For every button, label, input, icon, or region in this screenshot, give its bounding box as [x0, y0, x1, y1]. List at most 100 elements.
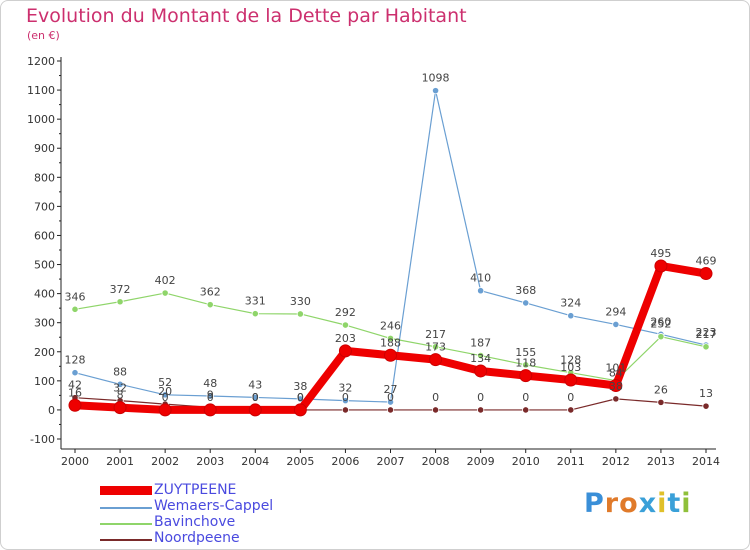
- data-label: 469: [696, 255, 717, 268]
- legend-swatch-noordpeene: [100, 539, 152, 541]
- data-label: 0: [297, 391, 304, 404]
- data-label: 0: [297, 391, 304, 404]
- data-point: [567, 406, 575, 414]
- y-tick-label: 200: [34, 346, 55, 359]
- data-point: [251, 393, 259, 402]
- data-point: [431, 343, 440, 351]
- data-point: [702, 343, 710, 351]
- data-label: 346: [65, 290, 86, 303]
- data-label: 0: [207, 391, 214, 404]
- data-label: 223: [696, 326, 717, 339]
- data-label: 8: [117, 389, 124, 402]
- data-point: [384, 348, 397, 362]
- data-label: 410: [470, 272, 491, 285]
- data-point: [341, 321, 350, 329]
- data-point: [341, 406, 350, 414]
- data-point: [386, 398, 395, 406]
- data-label: 324: [560, 297, 581, 310]
- data-label: 128: [65, 354, 86, 367]
- data-label: 103: [560, 361, 581, 374]
- data-point: [203, 403, 217, 417]
- data-point: [477, 287, 485, 295]
- data-label: 118: [515, 357, 536, 370]
- x-tick-label: 2010: [512, 455, 540, 468]
- data-label: 9: [207, 388, 214, 401]
- data-label: 0: [432, 391, 439, 404]
- data-label: 0: [342, 391, 349, 404]
- data-point: [206, 301, 214, 309]
- data-label: 495: [650, 247, 671, 260]
- legend-swatch-wemaers-cappel: [100, 507, 152, 509]
- data-label: 13: [699, 387, 713, 400]
- data-point: [431, 87, 440, 95]
- data-point: [431, 406, 440, 414]
- data-label: 188: [380, 336, 401, 349]
- data-label: 217: [425, 328, 446, 341]
- x-tick-label: 2014: [692, 455, 720, 468]
- data-point: [71, 369, 79, 377]
- data-label: 48: [203, 377, 217, 390]
- x-tick-label: 2005: [286, 455, 314, 468]
- data-point: [386, 406, 395, 414]
- data-label: 292: [335, 306, 356, 319]
- data-point: [386, 334, 395, 342]
- data-point: [206, 392, 214, 400]
- data-label: 203: [335, 332, 356, 345]
- data-label: 0: [387, 391, 394, 404]
- data-point: [293, 403, 307, 417]
- x-tick-label: 2006: [331, 455, 359, 468]
- data-label: 26: [654, 383, 668, 396]
- data-label: 38: [609, 380, 623, 393]
- legend-label-wemaers-cappel: Wemaers-Cappel: [154, 498, 274, 514]
- data-label: 0: [252, 391, 259, 404]
- data-label: 43: [248, 378, 262, 391]
- data-point: [564, 373, 578, 387]
- data-point: [567, 312, 575, 320]
- data-point: [296, 395, 304, 403]
- data-label: 32: [113, 382, 127, 395]
- data-label: 294: [605, 305, 626, 318]
- proxiti-logo: Proxiti: [584, 488, 692, 519]
- legend-swatch-bavinchove: [100, 523, 152, 525]
- data-label: 155: [515, 346, 536, 359]
- data-label: 187: [470, 337, 491, 350]
- data-label: 246: [380, 319, 401, 332]
- logo-letter: i: [681, 488, 692, 519]
- data-label: 0: [522, 391, 529, 404]
- data-point: [341, 397, 350, 405]
- data-label: 0: [477, 391, 484, 404]
- logo-letter: o: [619, 488, 639, 519]
- y-tick-label: 500: [34, 259, 55, 272]
- data-label: 362: [200, 286, 221, 299]
- data-label: 0: [162, 391, 169, 404]
- y-tick-label: 800: [34, 171, 55, 184]
- x-tick-label: 2001: [106, 455, 134, 468]
- x-tick-label: 2012: [602, 455, 630, 468]
- x-tick-label: 2000: [61, 455, 89, 468]
- data-point: [474, 364, 488, 378]
- data-point: [609, 378, 623, 392]
- data-label: 368: [515, 284, 536, 297]
- data-point: [657, 333, 665, 341]
- legend-swatch-zuytpeene: [100, 486, 152, 495]
- x-tick-label: 2002: [151, 455, 179, 468]
- data-point: [522, 361, 530, 369]
- logo-letter: x: [638, 488, 658, 519]
- legend-label-bavinchove: Bavinchove: [154, 514, 236, 530]
- x-tick-label: 2007: [377, 455, 405, 468]
- logo-letter: i: [657, 488, 668, 519]
- data-point: [519, 369, 533, 383]
- legend-label-noordpeene: Noordpeene: [154, 530, 240, 546]
- data-label: 252: [650, 318, 671, 331]
- y-tick-label: -100: [30, 433, 55, 446]
- data-point: [429, 353, 443, 367]
- data-point: [248, 403, 262, 417]
- data-label: 402: [155, 274, 176, 287]
- chart-subtitle: (en €): [27, 29, 60, 42]
- data-point: [161, 391, 169, 399]
- y-tick-label: 900: [34, 142, 55, 155]
- data-label: 20: [158, 385, 172, 398]
- x-tick-label: 2003: [196, 455, 224, 468]
